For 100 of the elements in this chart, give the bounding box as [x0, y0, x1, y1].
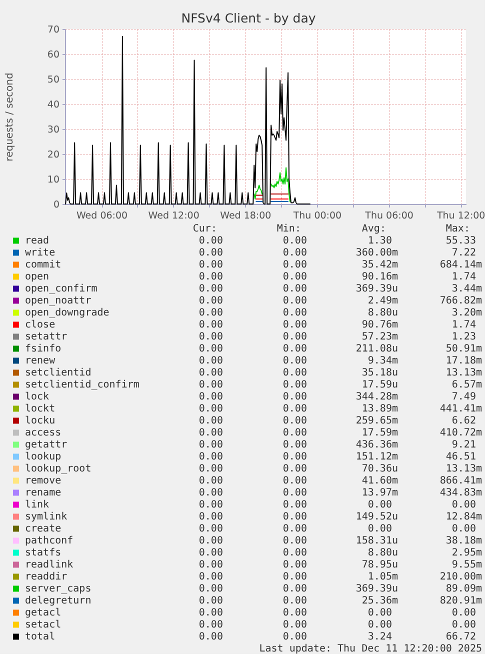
text: 50.91m: [446, 344, 482, 355]
text: 151.12m: [356, 452, 398, 463]
text: 684.14m: [440, 260, 482, 271]
text: 0.00: [198, 572, 223, 583]
text: 820.91m: [440, 596, 482, 607]
text: 866.41m: [440, 476, 482, 487]
text: 0.00: [282, 560, 307, 571]
text: 35.42m: [362, 260, 398, 271]
text: 0.00: [198, 308, 223, 319]
text: 2.49m: [368, 296, 398, 307]
text: Avg:: [362, 224, 386, 235]
text: 410.72m: [440, 428, 482, 439]
text: 3.44m: [452, 284, 482, 295]
text: 1.74: [452, 272, 476, 283]
text: 0.00: [282, 392, 307, 403]
text: 8.80u: [368, 308, 398, 319]
text: 0.00: [282, 524, 307, 535]
text: 0.00: [282, 608, 307, 619]
text: Max:: [446, 224, 470, 235]
text: 0.00: [282, 404, 307, 415]
text: 0.00: [368, 524, 392, 535]
y-tick-label: 60: [47, 50, 60, 60]
text: 0.00: [198, 584, 223, 595]
text: 0.00: [282, 476, 307, 487]
text: 0.00: [198, 428, 223, 439]
text: 0.00: [282, 332, 307, 343]
legend-label: pathconf: [25, 536, 74, 547]
legend-label: access: [25, 428, 62, 439]
text: 0.00: [282, 296, 307, 307]
text: 0.00: [282, 344, 307, 355]
legend-label: open_downgrade: [25, 308, 110, 319]
legend-label: getattr: [25, 440, 68, 451]
text: 3.20m: [452, 308, 482, 319]
text: 13.89m: [362, 404, 398, 415]
legend-label: delegreturn: [25, 596, 92, 607]
y-tick-label: 10: [47, 174, 60, 186]
text: 2.95m: [452, 548, 482, 559]
text: 0.00: [198, 524, 223, 535]
text: 17.18m: [446, 356, 482, 367]
text: 0.00: [282, 308, 307, 319]
text: 0.00: [198, 500, 223, 511]
text: 344.28m: [356, 392, 398, 403]
text: Cur:: [192, 224, 217, 235]
text: 0.00: [198, 632, 223, 643]
text: Last update: Thu Dec 11 12:20:00 2025: [259, 644, 482, 655]
text: 12.84m: [446, 512, 482, 523]
text: 0.00: [282, 272, 307, 283]
x-tick-label: Wed 12:00: [148, 210, 200, 222]
legend-label: open_confirm: [25, 284, 98, 295]
text: 8.80u: [368, 548, 398, 559]
text: 0.00: [452, 620, 476, 631]
text: 78.95u: [362, 560, 398, 571]
text: 35.18u: [362, 368, 398, 379]
text: 360.00m: [356, 248, 398, 259]
text: 0.00: [282, 536, 307, 547]
text: 0.00: [198, 392, 223, 403]
text: 0.00: [198, 248, 223, 259]
text: Min:: [276, 224, 301, 235]
text: 7.22: [452, 248, 476, 259]
legend-label: write: [25, 248, 56, 259]
x-tick-label: Thu 06:00: [364, 210, 414, 222]
legend-label: setclientid_confirm: [25, 380, 140, 391]
y-axis-title: requests / second: [4, 72, 16, 162]
text: 0.00: [198, 284, 223, 295]
text: 0.00: [282, 416, 307, 427]
text: 13.97m: [362, 488, 398, 499]
legend-label: open: [25, 272, 50, 283]
text: 7.49: [452, 392, 476, 403]
y-tick-label: 70: [47, 24, 60, 36]
text: 9.34m: [368, 356, 398, 367]
text: 0.00: [198, 320, 223, 331]
text: 434.83m: [440, 488, 482, 499]
legend-label: setacl: [25, 620, 62, 631]
text: 90.76m: [362, 320, 398, 331]
text: 66.72: [446, 632, 476, 643]
text: 0.00: [198, 416, 223, 427]
legend-label: fsinfo: [25, 344, 62, 355]
text: 57.23m: [362, 332, 398, 343]
text: 0.00: [198, 608, 223, 619]
legend-label: open_noattr: [25, 296, 92, 307]
text: 1.23: [452, 332, 476, 343]
text: 6.57m: [452, 380, 482, 391]
legend-label: readdir: [25, 572, 68, 583]
text: 0.00: [282, 632, 307, 643]
text: 369.39u: [356, 584, 398, 595]
text: 0.00: [282, 320, 307, 331]
text: 0.00: [282, 356, 307, 367]
text: 0.00: [282, 572, 307, 583]
text: 0.00: [282, 464, 307, 475]
text: 0.00: [282, 500, 307, 511]
legend-label: getacl: [25, 608, 62, 619]
text: 3.24: [368, 632, 392, 643]
text: 41.60m: [362, 476, 398, 487]
legend-label: commit: [25, 260, 62, 271]
text: 0.00: [282, 584, 307, 595]
text: 0.00: [198, 272, 223, 283]
legend-label: read: [25, 236, 50, 247]
text: 0.00: [198, 452, 223, 463]
legend-label: setclientid: [25, 368, 92, 379]
legend-label: readlink: [25, 560, 74, 571]
